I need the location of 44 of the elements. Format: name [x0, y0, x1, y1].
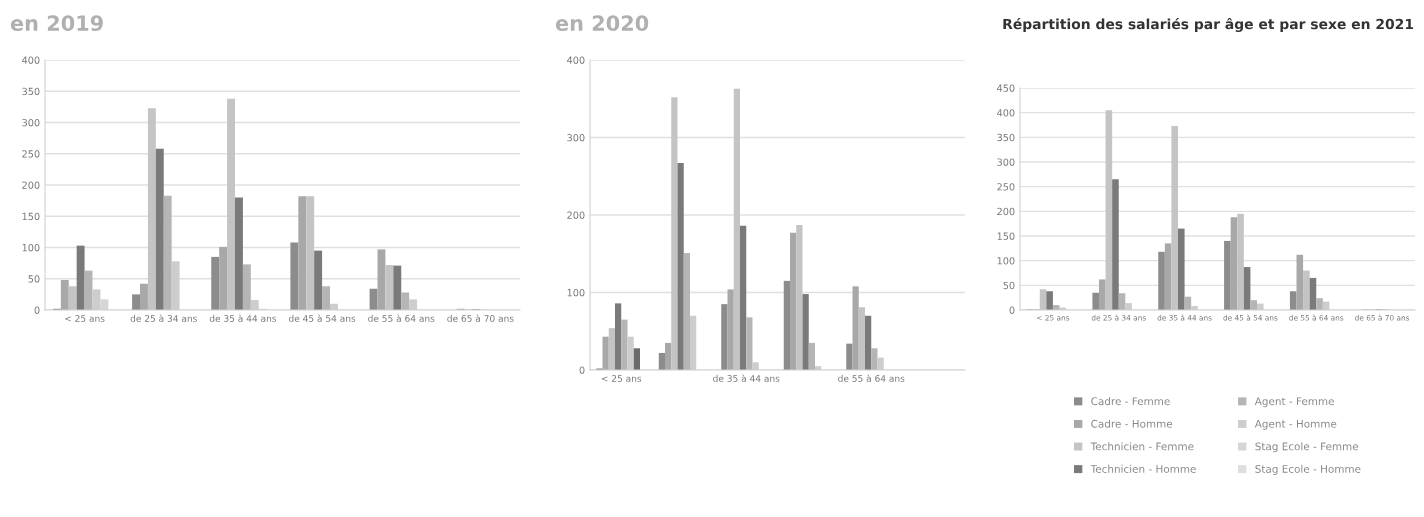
x-tick-label: de 25 à 34 ans — [130, 314, 197, 322]
y-tick-label: 450 — [997, 84, 1015, 92]
y-tick-label: 250 — [997, 183, 1015, 191]
y-tick-label: 350 — [997, 133, 1015, 142]
y-tick-label: 300 — [22, 118, 40, 127]
y-tick-label: 250 — [22, 150, 40, 158]
y-tick-label: 200 — [567, 211, 585, 219]
legend-label: Technicien - Femme — [1090, 442, 1194, 451]
x-tick-label: < 25 ans — [65, 315, 105, 322]
chart-title: Répartition des salariés par âge et par sexe en 2021 — [1003, 17, 1414, 33]
y-tick-label: 150 — [22, 212, 40, 221]
x-tick-label: de 55 à 64 ans — [368, 314, 435, 322]
x-tick-label: < 25 ans — [601, 375, 642, 382]
y-tick-label: 0 — [579, 366, 585, 374]
x-tick-label: de 45 à 54 ans — [288, 314, 356, 322]
y-tick-label: 200 — [22, 181, 40, 189]
x-tick-label: de 35 à 44 ans — [713, 374, 780, 382]
y-tick-label: 100 — [22, 243, 40, 252]
y-tick-label: 400 — [997, 109, 1015, 117]
y-tick-label: 350 — [22, 87, 40, 96]
legend-label: Cadre - Femme — [1091, 397, 1170, 406]
chart-title: en 2020 — [555, 15, 649, 32]
legend-label: Agent - Femme — [1254, 397, 1334, 408]
y-tick-label: 400 — [567, 56, 585, 64]
x-tick-label: de 55 à 64 ans — [838, 374, 905, 382]
y-tick-label: 300 — [997, 158, 1015, 166]
y-tick-label: 150 — [997, 232, 1015, 240]
y-tick-label: 0 — [1009, 306, 1015, 314]
legend-label: Agent - Homme — [1254, 419, 1337, 430]
y-tick-label: 0 — [34, 306, 40, 314]
legend-label: Stag Ecole - Homme — [1255, 464, 1361, 475]
legend-label: Stag Ecole - Femme — [1255, 442, 1359, 453]
y-tick-label: 200 — [997, 207, 1015, 216]
y-tick-label: 100 — [997, 257, 1015, 265]
legend-label: Cadre - Homme — [1091, 419, 1173, 428]
chart-title: en 2019 — [10, 15, 103, 32]
y-tick-label: 400 — [22, 56, 40, 64]
y-tick-label: 300 — [567, 133, 585, 142]
x-tick-label: de 35 à 44 ans — [209, 314, 277, 322]
y-tick-label: 50 — [1003, 281, 1015, 290]
legend-label: Technicien - Homme — [1090, 464, 1196, 473]
y-tick-label: 100 — [567, 288, 585, 297]
x-tick-label: de 65 à 70 ans — [447, 314, 514, 322]
y-tick-label: 50 — [28, 275, 40, 283]
